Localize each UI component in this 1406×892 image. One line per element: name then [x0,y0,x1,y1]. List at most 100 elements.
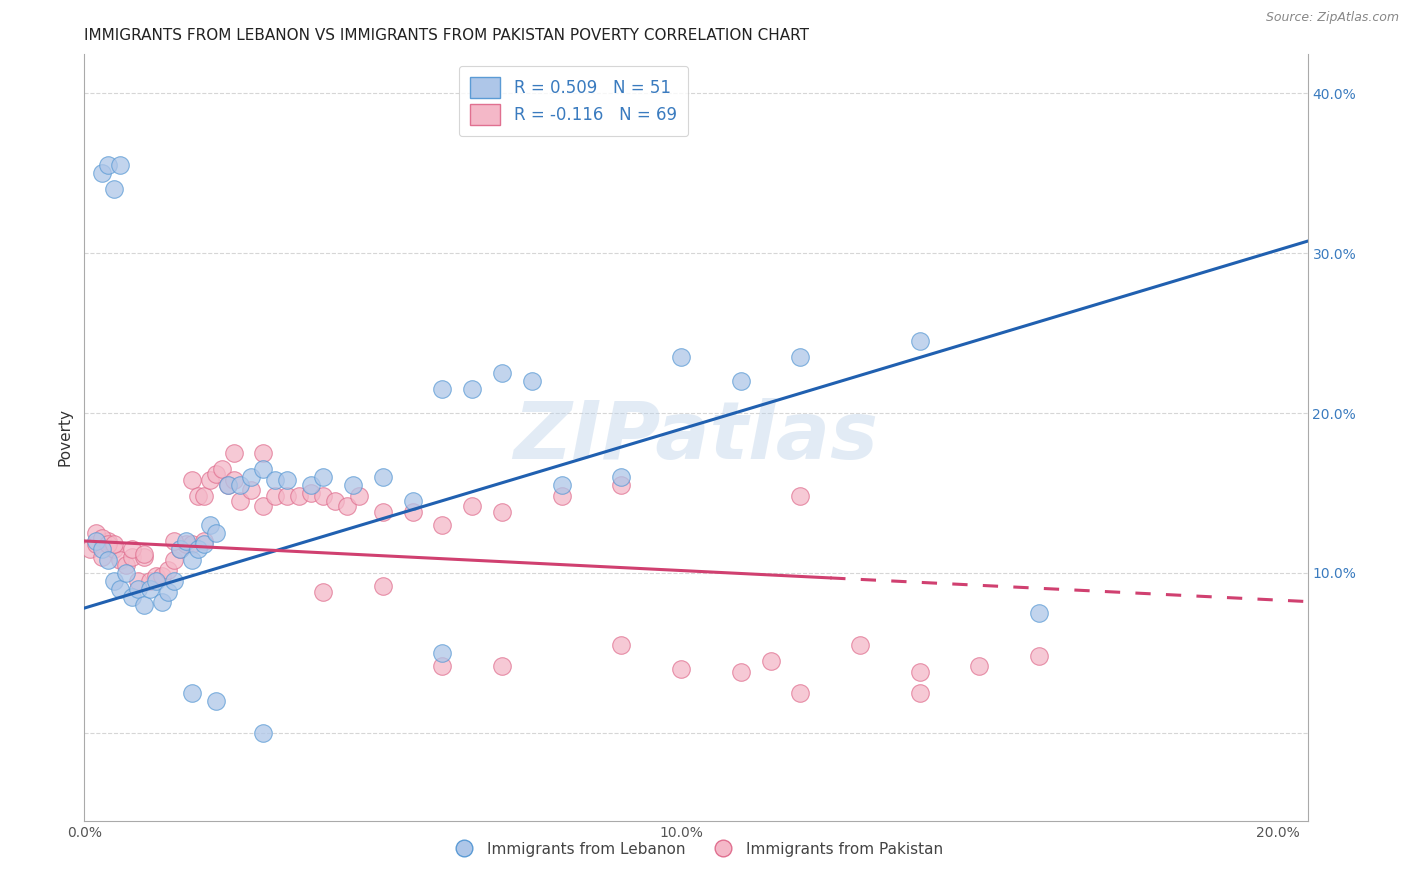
Point [969,658,991,673]
Point [610,470,633,484]
Point [180,686,202,700]
Point [145,574,167,588]
Point [789,489,811,503]
Point [1028,606,1050,620]
Point [198,518,221,533]
Point [91,549,114,564]
Point [193,533,215,548]
Point [288,489,311,503]
Point [193,537,215,551]
Point [264,489,287,503]
Point [312,470,335,484]
Point [299,486,322,500]
Point [240,483,263,497]
Point [180,537,202,551]
Point [139,582,162,596]
Point [150,595,173,609]
Text: Source: ZipAtlas.com: Source: ZipAtlas.com [1265,11,1399,24]
Legend: Immigrants from Lebanon, Immigrants from Pakistan: Immigrants from Lebanon, Immigrants from… [443,836,949,863]
Point [491,505,513,519]
Point [91,531,114,545]
Point [121,549,143,564]
Point [156,563,179,577]
Point [139,574,162,588]
Point [174,533,197,548]
Point [198,473,221,487]
Point [336,499,359,513]
Point [401,494,423,508]
Point [759,654,782,668]
Point [84,526,107,541]
Point [91,166,114,180]
Point [669,662,692,676]
Point [252,446,274,460]
Point [145,569,167,583]
Point [187,489,209,503]
Point [610,478,633,492]
Point [150,569,173,583]
Point [163,553,186,567]
Point [204,467,226,481]
Point [276,489,298,503]
Point [610,638,633,652]
Point [491,366,513,380]
Point [461,382,484,396]
Point [103,574,125,588]
Point [84,537,107,551]
Point [91,541,114,556]
Point [217,478,239,492]
Point [551,489,574,503]
Point [103,182,125,196]
Point [276,473,298,487]
Point [401,505,423,519]
Point [97,537,120,551]
Point [669,350,692,364]
Point [551,478,574,492]
Point [299,478,322,492]
Point [789,686,811,700]
Point [108,582,131,596]
Point [204,526,226,541]
Point [347,489,370,503]
Point [156,585,179,599]
Point [312,489,335,503]
Point [97,533,120,548]
Point [180,553,202,567]
Point [252,499,274,513]
Point [108,158,131,172]
Point [169,541,191,556]
Point [127,582,149,596]
Point [193,489,215,503]
Point [97,158,120,172]
Point [371,505,394,519]
Point [180,473,202,487]
Point [432,518,454,533]
Point [228,478,250,492]
Point [312,585,335,599]
Point [228,494,250,508]
Point [103,541,125,556]
Point [849,638,872,652]
Point [520,374,543,388]
Point [432,382,454,396]
Point [115,566,138,580]
Point [127,574,149,588]
Point [169,541,191,556]
Point [252,462,274,476]
Point [79,541,101,556]
Point [1028,648,1050,663]
Point [432,646,454,660]
Point [187,541,209,556]
Point [115,558,138,572]
Point [252,725,274,739]
Point [204,694,226,708]
Point [217,478,239,492]
Point [97,553,120,567]
Point [108,553,131,567]
Point [211,462,233,476]
Point [121,590,143,604]
Point [121,541,143,556]
Point [432,658,454,673]
Text: IMMIGRANTS FROM LEBANON VS IMMIGRANTS FROM PAKISTAN POVERTY CORRELATION CHART: IMMIGRANTS FROM LEBANON VS IMMIGRANTS FR… [84,28,810,43]
Point [323,494,346,508]
